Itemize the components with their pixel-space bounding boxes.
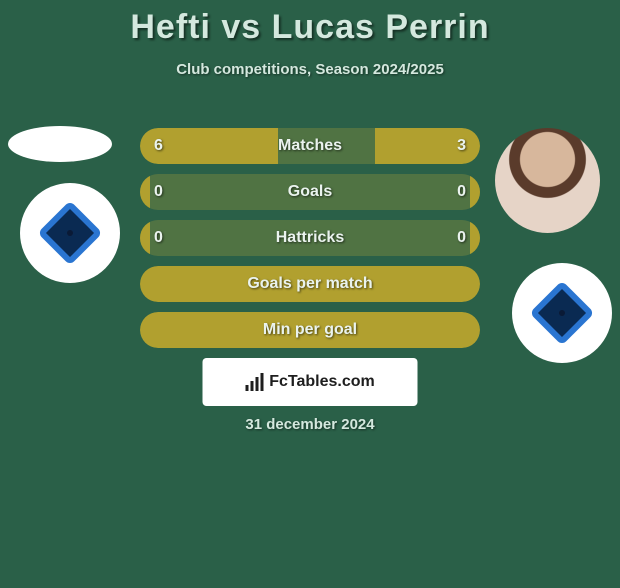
- stat-value-right: 0: [457, 220, 466, 256]
- stat-value-left: 0: [154, 220, 163, 256]
- stat-value-right: 0: [457, 174, 466, 210]
- stat-label: Goals: [140, 174, 480, 210]
- team-left-badge: [20, 183, 120, 283]
- stat-row: Goals0 0: [140, 174, 480, 210]
- stat-row: Goals per match: [140, 266, 480, 302]
- stat-label: Min per goal: [140, 312, 480, 348]
- chart-icon: [245, 373, 263, 391]
- stat-row: Hattricks0 0: [140, 220, 480, 256]
- stat-row: Matches6 3: [140, 128, 480, 164]
- stat-label: Hattricks: [140, 220, 480, 256]
- stat-value-left: 0: [154, 174, 163, 210]
- stat-value-left: 6: [154, 128, 163, 164]
- page-title: Hefti vs Lucas Perrin: [0, 8, 620, 47]
- stats-panel: Matches63Goals00Hattricks00Goals per mat…: [140, 128, 480, 358]
- diamond-icon: [529, 280, 594, 345]
- stat-label: Matches: [140, 128, 480, 164]
- player-left-avatar: [8, 126, 112, 162]
- team-right-badge: [512, 263, 612, 363]
- brand-text: FcTables.com: [269, 373, 375, 391]
- stat-value-right: 3: [457, 128, 466, 164]
- stat-label: Goals per match: [140, 266, 480, 302]
- subtitle: Club competitions, Season 2024/2025: [0, 61, 620, 78]
- diamond-icon: [37, 200, 102, 265]
- date-text: 31 december 2024: [0, 416, 620, 433]
- player-right-avatar: [495, 128, 600, 233]
- brand-box: FcTables.com: [203, 358, 418, 406]
- stat-row: Min per goal: [140, 312, 480, 348]
